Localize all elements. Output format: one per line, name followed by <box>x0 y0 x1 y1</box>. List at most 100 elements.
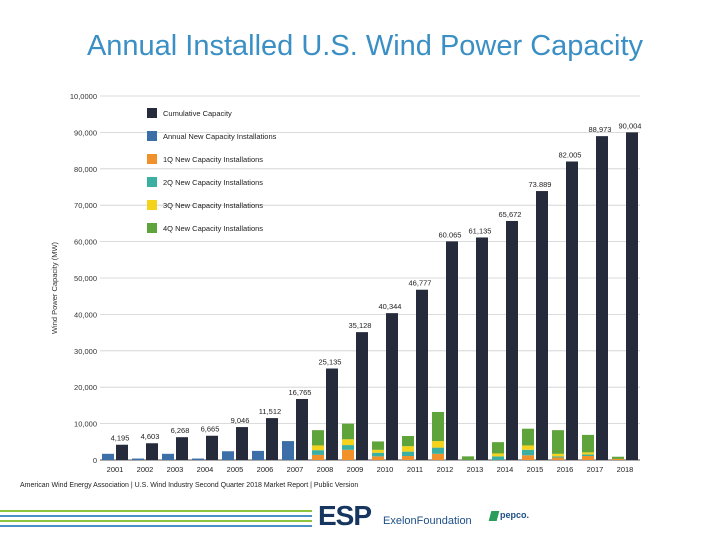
bar-cumulative <box>236 427 248 460</box>
bar-q3 <box>432 441 444 448</box>
data-label: 16,765 <box>289 388 312 397</box>
x-tick-label: 2006 <box>257 465 274 474</box>
data-label: 60.065 <box>439 230 462 239</box>
legend-label: Annual New Capacity Installations <box>163 132 277 141</box>
page-title: Annual Installed U.S. Wind Power Capacit… <box>86 30 644 62</box>
data-label: 9,046 <box>231 416 250 425</box>
bar-q1 <box>342 449 354 460</box>
bar-q2 <box>372 452 384 457</box>
data-label: 73.889 <box>529 180 552 189</box>
bar-q4 <box>582 434 594 453</box>
y-tick-label: 80,000 <box>74 165 97 174</box>
pepco-logo-text: pepco. <box>500 510 530 520</box>
bar-q4 <box>522 428 534 446</box>
x-tick-label: 2015 <box>527 465 544 474</box>
chart-bars <box>102 132 638 460</box>
bar-q2 <box>342 445 354 450</box>
bar-cumulative <box>266 418 278 460</box>
bar-q4 <box>342 423 354 440</box>
bar-annual-new <box>252 450 264 460</box>
bar-q3 <box>372 449 384 453</box>
bar-q2 <box>402 451 414 456</box>
x-tick-label: 2007 <box>287 465 304 474</box>
x-tick-label: 2013 <box>467 465 484 474</box>
legend-label: Cumulative Capacity <box>163 109 232 118</box>
bar-q4 <box>432 411 444 442</box>
bar-q2 <box>522 449 534 456</box>
pepco-logo: pepco. <box>488 510 530 521</box>
legend-swatch-q4 <box>147 223 157 233</box>
x-tick-label: 2014 <box>497 465 514 474</box>
data-label: 61,135 <box>469 226 492 235</box>
bar-q2 <box>552 456 564 458</box>
bar-cumulative <box>146 443 158 460</box>
bar-q2 <box>312 450 324 455</box>
bar-q4 <box>312 430 324 446</box>
y-tick-label: 10,0000 <box>70 92 97 101</box>
y-tick-label: 40,000 <box>74 310 97 319</box>
footer-decorative-lines <box>0 508 312 534</box>
legend-label: 1Q New Capacity Installations <box>163 155 263 164</box>
bar-q3 <box>582 452 594 455</box>
x-tick-label: 2016 <box>557 465 574 474</box>
footer-line <box>0 515 312 517</box>
data-label: 65,672 <box>499 210 522 219</box>
data-label: 11,512 <box>259 407 281 416</box>
bar-cumulative <box>416 289 428 460</box>
bar-q3 <box>552 453 564 457</box>
y-tick-label: 50,000 <box>74 274 97 283</box>
bar-cumulative <box>296 398 308 460</box>
y-tick-label: 30,000 <box>74 347 97 356</box>
data-label: 4,195 <box>111 434 130 443</box>
legend-swatch-annual-new <box>147 131 157 141</box>
esp-logo-text: ESP <box>318 500 372 531</box>
data-label: 6,665 <box>201 425 220 434</box>
bar-cumulative <box>206 435 218 460</box>
data-label: 82.005 <box>559 151 582 160</box>
chart-labels: 4,195 2001 4,603 2002 6,268 2003 6,665 2004 9,04… <box>107 121 642 474</box>
y-tick-label: 60,000 <box>74 238 97 247</box>
footer-line <box>0 520 312 522</box>
bar-q1 <box>402 455 414 460</box>
data-label: 40,344 <box>379 302 402 311</box>
y-tick-label: 0 <box>93 456 97 465</box>
bar-cumulative <box>626 132 638 460</box>
y-axis-label: Wind Power Capacity (MW) <box>50 241 59 334</box>
x-tick-label: 2003 <box>167 465 184 474</box>
x-tick-label: 2017 <box>587 465 604 474</box>
bar-q3 <box>342 439 354 446</box>
bar-annual-new <box>102 453 114 460</box>
bar-q4 <box>462 456 474 460</box>
bar-q1 <box>522 455 534 460</box>
bar-cumulative <box>596 136 608 460</box>
bar-q4 <box>552 430 564 454</box>
bar-q1 <box>582 455 594 460</box>
legend-swatch-q2 <box>147 177 157 187</box>
chart-axes: 0 10,000 20,000 30,000 40,000 50,000 60,000 70,… <box>50 92 640 465</box>
bar-cumulative <box>476 237 488 460</box>
x-tick-label: 2010 <box>377 465 394 474</box>
bar-cumulative <box>356 332 368 460</box>
bar-q1 <box>312 454 324 460</box>
x-tick-label: 2002 <box>137 465 154 474</box>
pepco-mark-icon <box>488 510 500 521</box>
source-note: American Wind Energy Association | U.S. … <box>20 482 359 489</box>
data-label: 35,128 <box>349 321 372 330</box>
legend-swatch-cumulative <box>147 108 157 118</box>
bar-annual-new <box>192 458 204 460</box>
bar-q1 <box>432 453 444 460</box>
x-tick-label: 2004 <box>197 465 214 474</box>
x-tick-label: 2009 <box>347 465 364 474</box>
bar-q3 <box>492 453 504 457</box>
footer-line <box>0 510 312 512</box>
bar-q1 <box>372 456 384 460</box>
legend-label: 3Q New Capacity Installations <box>163 201 263 210</box>
x-tick-label: 2008 <box>317 465 334 474</box>
x-tick-label: 2001 <box>107 465 124 474</box>
bar-cumulative <box>566 161 578 460</box>
data-label: 25,135 <box>319 358 342 367</box>
exelon-foundation-logo: ExelonFoundation <box>383 515 472 527</box>
bar-q1 <box>612 458 624 460</box>
bar-cumulative <box>506 220 518 460</box>
bar-q3 <box>312 445 324 451</box>
